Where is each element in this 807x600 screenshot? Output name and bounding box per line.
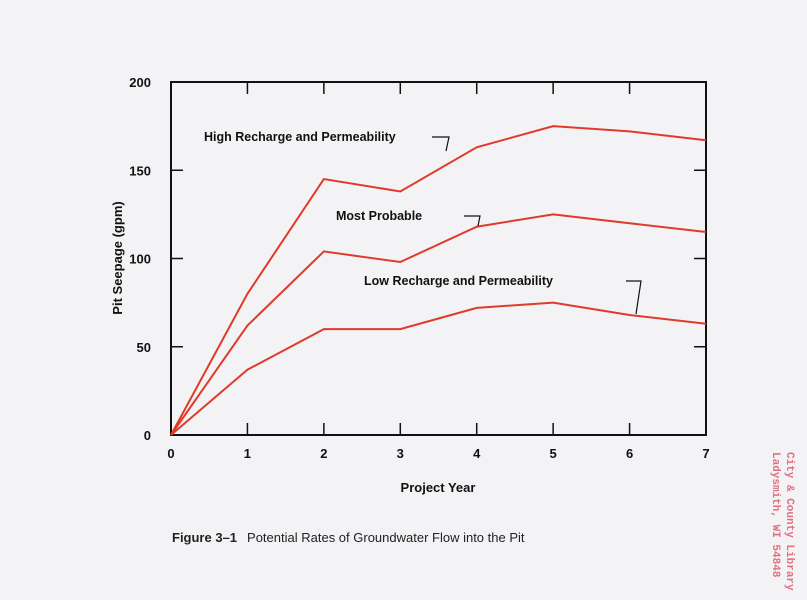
figure-caption: Figure 3–1 Potential Rates of Groundwater… xyxy=(172,530,525,545)
x-tick-label: 4 xyxy=(473,446,481,461)
x-tick-label: 1 xyxy=(244,446,251,461)
stamp-line-2: Ladysmith, WI 54848 xyxy=(769,452,781,578)
x-tick-label: 6 xyxy=(626,446,633,461)
figure-title: Potential Rates of Groundwater Flow into… xyxy=(247,530,525,545)
x-tick-label: 2 xyxy=(320,446,327,461)
x-tick-label: 5 xyxy=(550,446,557,461)
y-tick-label: 100 xyxy=(129,252,151,267)
y-tick-label: 150 xyxy=(129,163,151,178)
series-label-low: Low Recharge and Permeability xyxy=(364,274,553,288)
library-stamp: City & County Library Ladysmith, WI 5484… xyxy=(745,452,805,592)
y-tick-label: 0 xyxy=(144,428,151,443)
series-label-probable: Most Probable xyxy=(336,209,422,223)
figure-number: Figure 3–1 xyxy=(172,530,238,545)
x-tick-label: 3 xyxy=(397,446,404,461)
series-line-1 xyxy=(170,213,707,436)
x-tick-label: 0 xyxy=(167,446,174,461)
y-tick-label: 50 xyxy=(137,340,151,355)
series-line-0 xyxy=(170,125,707,436)
annotation-arrows xyxy=(432,136,642,315)
x-axis-label: Project Year xyxy=(401,480,476,495)
arrow-probable xyxy=(464,215,481,227)
arrow-high xyxy=(432,136,450,152)
y-tick-label: 200 xyxy=(129,75,151,90)
y-axis-label: Pit Seepage (gpm) xyxy=(110,201,125,314)
arrow-low xyxy=(626,280,642,315)
series-line-2 xyxy=(170,301,707,436)
stamp-line-1: City & County Library xyxy=(783,452,795,591)
x-tick-label: 7 xyxy=(702,446,709,461)
series-label-high: High Recharge and Permeability xyxy=(204,130,396,144)
